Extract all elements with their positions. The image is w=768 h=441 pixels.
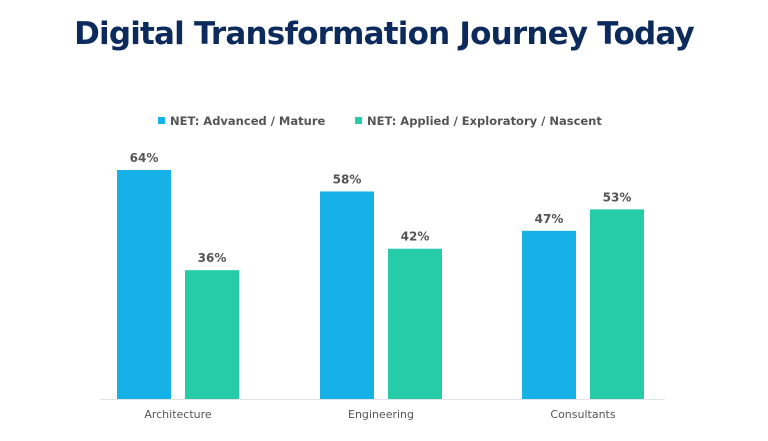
bar: [522, 230, 576, 399]
data-label: 58%: [333, 172, 362, 186]
data-label: 53%: [603, 190, 632, 204]
bar: [185, 270, 239, 399]
x-tick-label: Architecture: [144, 408, 212, 421]
legend-label: NET: Advanced / Mature: [170, 114, 325, 128]
bar: [320, 191, 374, 399]
data-label: 64%: [130, 151, 159, 165]
bar: [590, 209, 644, 399]
data-label: 47%: [535, 212, 564, 226]
x-tick-label: Consultants: [550, 408, 615, 421]
data-label: 36%: [198, 251, 227, 265]
bar: [117, 170, 171, 399]
data-label: 42%: [401, 230, 430, 244]
bar: [388, 248, 442, 399]
legend-swatch: [158, 117, 165, 124]
legend-label: NET: Applied / Exploratory / Nascent: [367, 114, 602, 128]
x-tick-label: Engineering: [348, 408, 414, 421]
legend-swatch: [355, 117, 362, 124]
chart-title: Digital Transformation Journey Today: [74, 16, 695, 52]
